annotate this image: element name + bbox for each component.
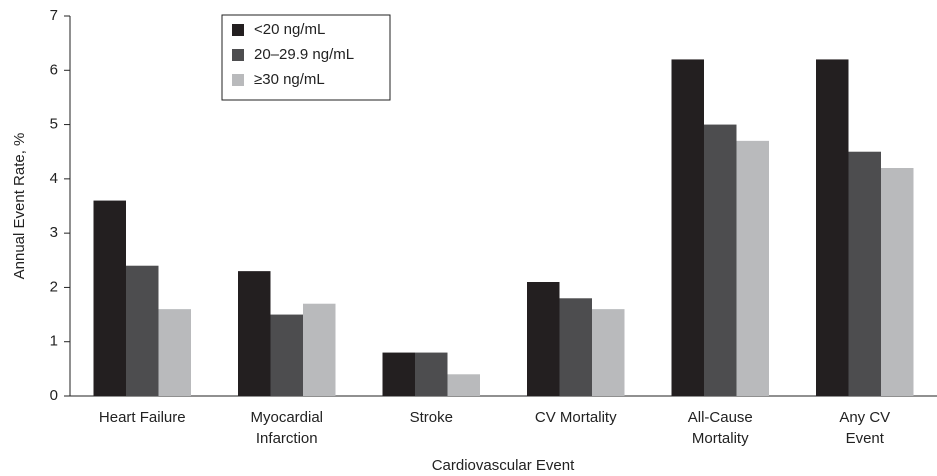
x-axis-label: Cardiovascular Event [432,457,575,474]
bar [447,374,480,396]
y-tick-label: 0 [50,387,58,404]
legend-label: <20 ng/mL [254,21,325,38]
legend-label: ≥30 ng/mL [254,71,325,88]
legend-swatch [232,24,244,36]
x-tick-label: Heart Failure [99,409,186,426]
bar [415,352,448,396]
bar [848,151,881,396]
x-tick-label: Any CV Event [839,409,890,447]
y-axis-label: Annual Event Rate, % [11,133,28,280]
bar [303,303,336,396]
bar [238,271,271,396]
x-tick-label: Stroke [410,409,453,426]
bar [527,282,560,396]
y-tick-label: 3 [50,224,58,241]
bar [559,298,592,396]
y-tick-label: 6 [50,61,58,78]
legend-label: 20–29.9 ng/mL [254,46,354,63]
bar [816,59,849,397]
bar [93,200,126,396]
legend-swatch [232,49,244,61]
bar [736,140,769,396]
y-tick-label: 7 [50,7,58,24]
x-tick-label: All-Cause Mortality [688,409,753,447]
bar [592,309,625,396]
y-tick-label: 5 [50,116,58,133]
bar [671,59,704,397]
bar [382,352,415,396]
y-tick-label: 2 [50,278,58,295]
bar [270,314,303,396]
x-tick-label: Myocardial Infarction [250,409,323,447]
bar [881,168,914,396]
legend-swatch [232,74,244,86]
bar [158,309,191,396]
bar [126,265,159,396]
x-tick-label: CV Mortality [535,409,617,426]
bar [704,124,737,397]
y-tick-label: 1 [50,333,58,350]
legend-box [221,14,391,101]
y-tick-label: 4 [50,170,58,187]
